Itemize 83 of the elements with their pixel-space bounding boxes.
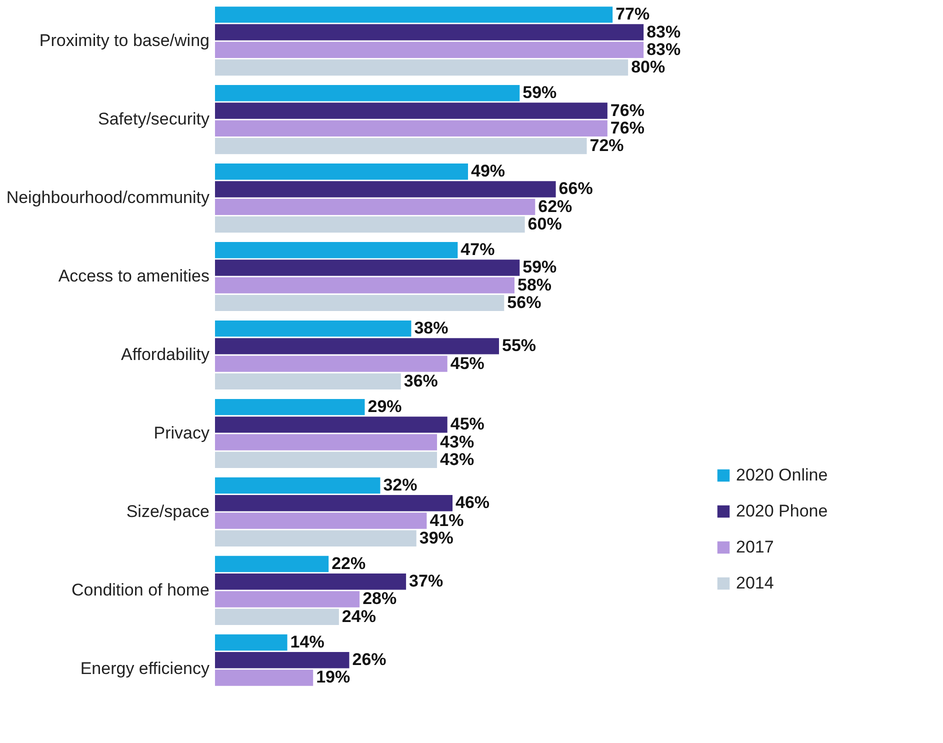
bar (215, 608, 339, 625)
y-tick-label: Size/space (126, 502, 210, 521)
bar (215, 102, 608, 119)
bar (215, 216, 525, 233)
y-tick-label: Safety/security (98, 110, 210, 129)
y-tick-label: Energy efficiency (80, 658, 210, 678)
data-label: 47% (460, 240, 495, 260)
bar (215, 634, 288, 651)
data-label: 19% (316, 668, 350, 687)
data-label: 29% (368, 397, 402, 416)
bar (215, 59, 628, 76)
data-label: 80% (631, 58, 666, 77)
bar (215, 120, 608, 136)
bar (215, 6, 613, 23)
y-tick-label: Proximity to base/wing (39, 31, 210, 50)
data-label: 56% (507, 292, 542, 312)
data-label: 46% (456, 493, 490, 512)
data-label: 36% (404, 371, 438, 390)
data-label: 55% (502, 336, 536, 356)
data-label: 26% (352, 650, 386, 670)
bar (215, 477, 380, 494)
bar (215, 338, 499, 354)
bar (215, 495, 453, 512)
legend-label: 2020 Phone (736, 502, 828, 520)
bar (215, 591, 360, 608)
bar (215, 260, 520, 276)
data-label: 76% (610, 118, 644, 138)
data-label: 38% (414, 318, 448, 338)
data-label: 60% (528, 214, 562, 234)
data-label: 43% (440, 450, 474, 469)
legend-label: 2017 (736, 538, 774, 556)
data-label: 45% (450, 354, 484, 373)
data-label: 37% (409, 572, 444, 591)
data-label: 59% (522, 83, 557, 102)
bar (215, 416, 448, 433)
data-label: 83% (646, 40, 681, 59)
data-label: 22% (332, 554, 366, 573)
data-label: 39% (419, 528, 454, 548)
bar (215, 556, 329, 572)
bar (215, 24, 644, 40)
bar (215, 181, 556, 198)
bar (215, 452, 438, 468)
data-label: 59% (522, 258, 557, 277)
data-label: 43% (440, 432, 474, 452)
y-tick-label: Access to amenities (58, 266, 210, 286)
data-label: 66% (558, 179, 593, 198)
data-label: 58% (517, 275, 552, 294)
data-label: 77% (616, 4, 650, 24)
data-label: 72% (590, 136, 624, 155)
data-label: 76% (610, 100, 644, 120)
bar (215, 164, 468, 180)
bar (215, 670, 314, 686)
bar (215, 85, 520, 102)
bar (215, 652, 350, 668)
bar (215, 294, 504, 312)
data-label: 62% (538, 196, 572, 216)
data-label: 41% (430, 510, 464, 530)
bar (215, 373, 401, 390)
data-label: 32% (383, 476, 418, 495)
data-label: 83% (646, 22, 681, 42)
bar (215, 320, 412, 337)
data-label: 49% (471, 162, 506, 181)
y-tick-label: Neighbourhood/community (6, 188, 210, 208)
bar (215, 138, 587, 154)
bar (215, 530, 416, 546)
bar (215, 398, 365, 416)
data-label: 28% (362, 589, 397, 608)
legend-label: 2014 (736, 574, 774, 592)
y-tick-label: Affordability (120, 345, 210, 364)
data-label: 14% (290, 632, 324, 652)
bar (215, 434, 438, 450)
bar (215, 198, 536, 215)
bar (215, 277, 514, 294)
bar (215, 574, 406, 590)
bar (215, 512, 427, 529)
y-tick-label: Condition of home (72, 580, 210, 600)
legend-label: 2020 Online (736, 466, 828, 484)
bar (215, 42, 644, 58)
data-label: 45% (450, 414, 484, 434)
bar (215, 242, 458, 258)
y-tick-label: Privacy (154, 423, 210, 442)
data-label: 24% (342, 606, 376, 626)
bar (215, 356, 448, 372)
